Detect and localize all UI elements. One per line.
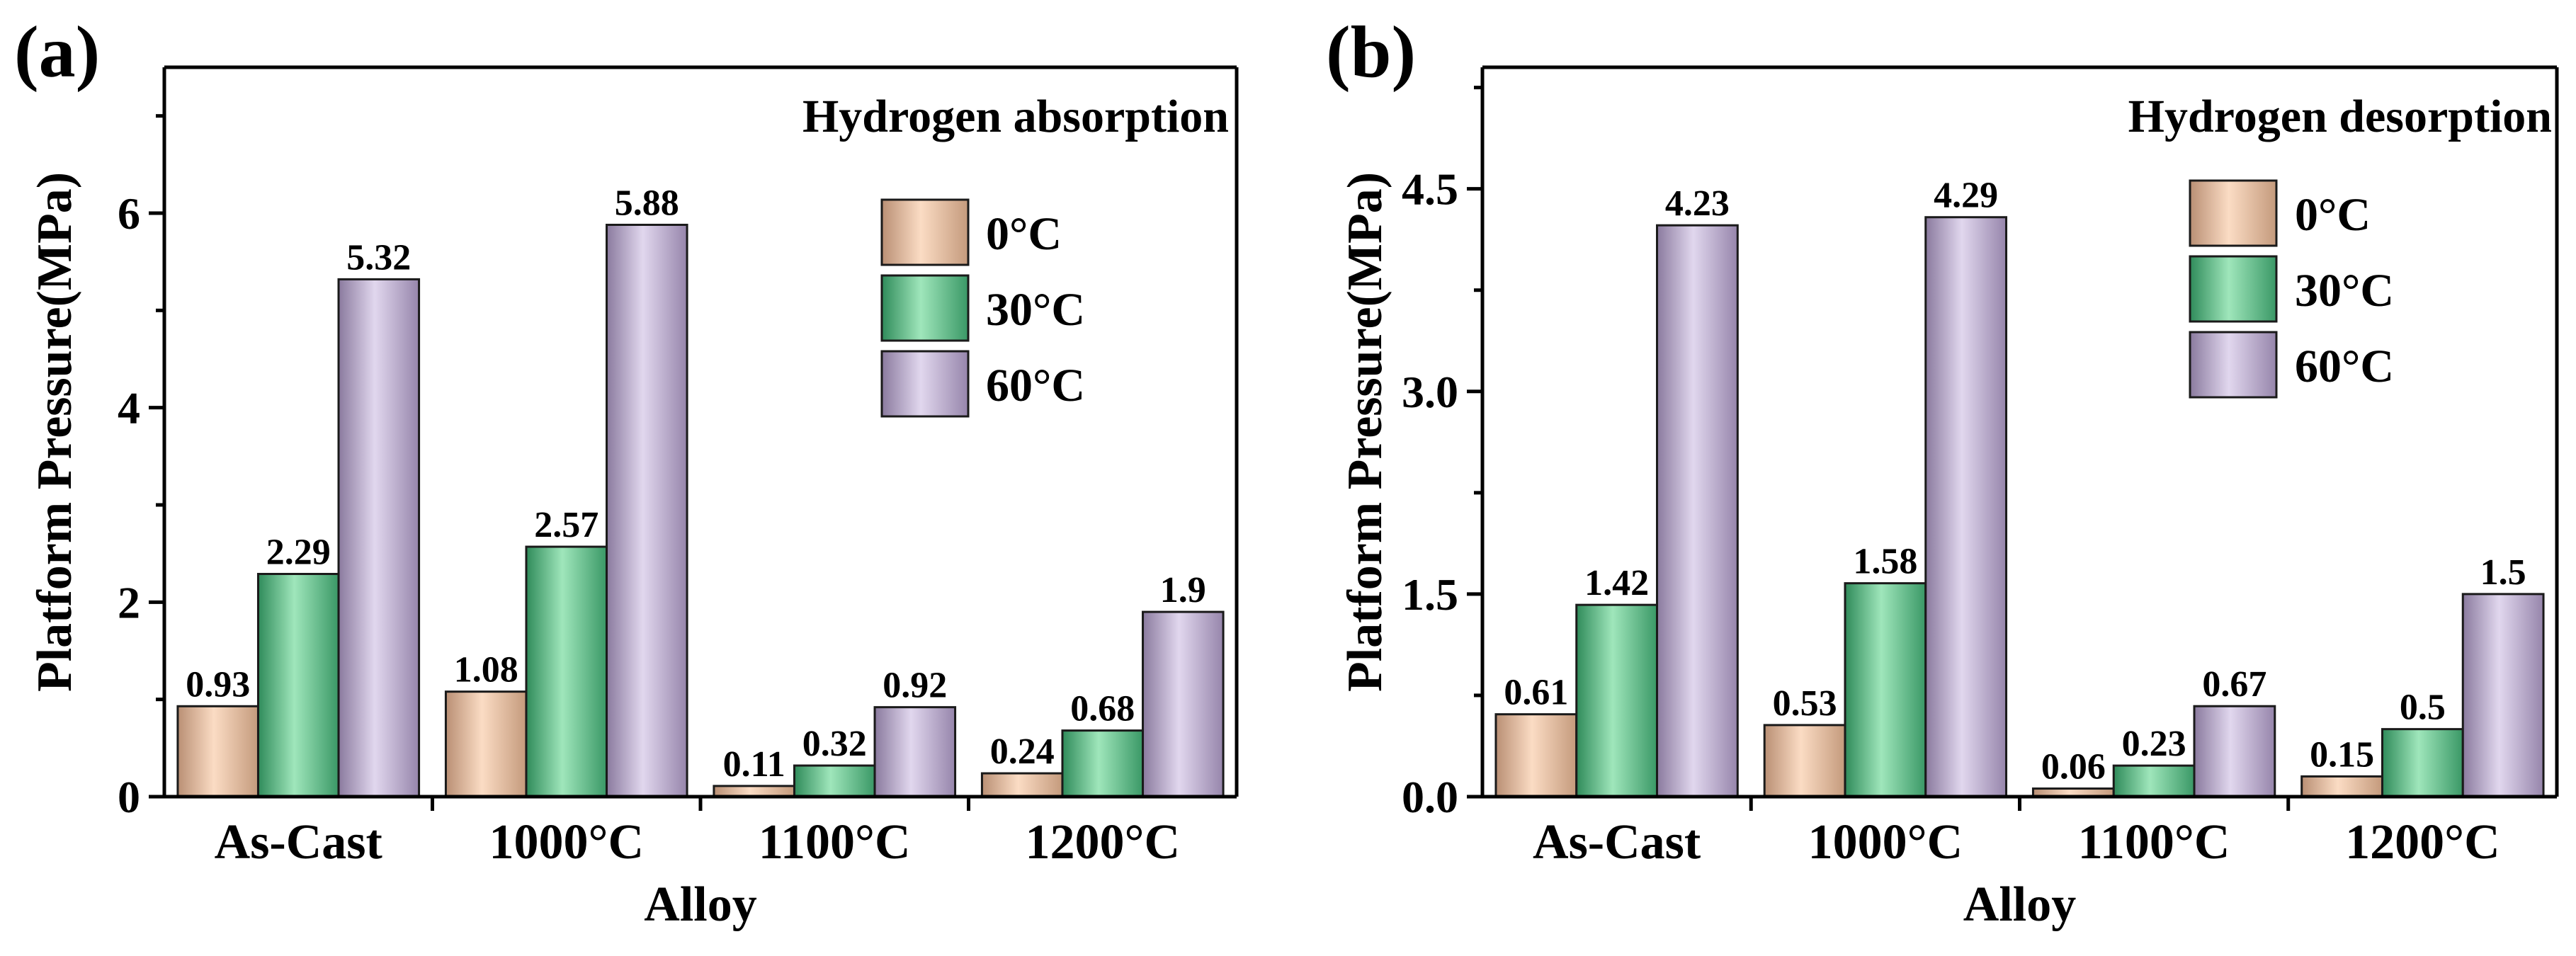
bar-30c-4: [1061, 729, 1145, 798]
data-label: 0.61: [1504, 673, 1568, 713]
x-tick-label: As-Cast: [215, 815, 382, 870]
bar-30c-4: [2381, 728, 2464, 798]
chart-title: Hydrogen absorption: [802, 91, 1229, 142]
legend: 0°C 30°C 60°C: [2189, 179, 2394, 399]
y-tick-label: 2: [118, 577, 140, 627]
x-tick-label: 1100°C: [759, 815, 911, 870]
data-label: 1.08: [454, 650, 518, 690]
panel-label: (a): [14, 11, 100, 93]
legend: 0°C 30°C 60°C: [880, 198, 1085, 418]
data-label: 0.53: [1773, 683, 1837, 724]
bar-0c-4: [2300, 775, 2383, 798]
y-tick-label: 1.5: [1402, 569, 1458, 620]
bar-0c-1: [1494, 713, 1578, 798]
data-label: 1.5: [2480, 552, 2526, 593]
data-label: 4.29: [1934, 176, 1998, 216]
legend-swatch-60c: [880, 350, 970, 418]
legend-swatch-0c: [2189, 179, 2278, 247]
panel-a: (a) Hydrogen absorption Platform Pressure(…: [14, 11, 1239, 932]
x-axis-label: Alloy: [644, 877, 756, 932]
legend-label: 0°C: [986, 208, 1062, 260]
legend-swatch-30c: [880, 274, 970, 342]
data-labels: 0.61 1.42 4.23 0.53 1.58 4.29 0.06 0.23 0.67 0.15…: [1504, 176, 2526, 787]
y-tick-label: 4: [118, 383, 140, 433]
data-label: 0.06: [2041, 747, 2106, 787]
data-label: 0.93: [186, 664, 250, 705]
x-tick-label: 1200°C: [1025, 815, 1180, 870]
legend-label: 30°C: [2295, 265, 2394, 317]
data-label: 0.32: [802, 724, 867, 764]
data-label: 0.24: [990, 732, 1055, 772]
x-axis-label: Alloy: [1963, 877, 2076, 932]
bar-60c-4: [2461, 593, 2545, 798]
panel-b: (b) Hydrogen desorption Platform Pressure(…: [1326, 11, 2559, 932]
bar-60c-4: [1142, 610, 1225, 798]
data-label: 0.11: [723, 744, 785, 785]
panel-label: (b): [1326, 11, 1416, 93]
x-tick-label: 1000°C: [489, 815, 644, 870]
y-tick-label: 0: [118, 772, 140, 822]
legend-swatch-0c: [880, 198, 970, 266]
data-label: 2.57: [534, 505, 598, 545]
x-tick-label: 1200°C: [2345, 815, 2500, 870]
legend-label: 0°C: [2295, 189, 2371, 241]
bars: [176, 223, 1225, 798]
data-label: 5.32: [346, 237, 411, 278]
data-label: 0.23: [2122, 724, 2186, 764]
x-tick-label: As-Cast: [1533, 815, 1701, 870]
bar-0c-1: [176, 705, 259, 798]
bar-60c-1: [337, 278, 421, 798]
data-label: 0.68: [1070, 689, 1135, 729]
data-label: 1.58: [1853, 542, 1917, 582]
bar-30c-2: [525, 545, 608, 798]
y-tick-label: 0.0: [1402, 772, 1458, 822]
legend-swatch-30c: [2189, 255, 2278, 323]
data-label: 1.9: [1160, 570, 1206, 610]
bar-0c-2: [1763, 724, 1846, 798]
data-label: 0.15: [2310, 734, 2374, 775]
legend-label: 60°C: [2295, 341, 2394, 392]
data-label: 0.92: [883, 666, 947, 706]
data-label: 0.5: [2400, 688, 2446, 728]
y-axis-label: Platform Pressure(MPa): [1338, 172, 1392, 692]
data-label: 4.23: [1665, 183, 1730, 224]
data-label: 5.88: [615, 183, 679, 223]
y-tick-label: 4.5: [1402, 164, 1458, 215]
bar-0c-4: [980, 772, 1064, 798]
bar-60c-3: [873, 706, 957, 798]
y-tick-label: 3.0: [1402, 367, 1458, 417]
data-label: 1.42: [1584, 563, 1649, 603]
bar-60c-2: [1924, 216, 2008, 798]
bar-60c-1: [1656, 224, 1739, 798]
bar-60c-3: [2193, 705, 2276, 798]
y-axis-label: Platform Pressure(MPa): [28, 172, 82, 692]
x-tick-label: 1000°C: [1808, 815, 1963, 870]
x-tick-label: 1100°C: [2078, 815, 2230, 870]
legend-label: 60°C: [986, 360, 1085, 411]
bar-30c-1: [1575, 603, 1659, 798]
bar-30c-1: [256, 573, 340, 798]
y-tick-label: 6: [118, 188, 140, 239]
bar-30c-3: [793, 764, 876, 798]
bar-30c-2: [1844, 582, 1927, 798]
data-label: 2.29: [266, 533, 331, 573]
data-labels: 0.93 2.29 5.32 1.08 2.57 5.88 0.11 0.32 0.92 0.24…: [186, 183, 1206, 784]
data-label: 0.67: [2202, 664, 2266, 705]
bar-30c-3: [2112, 764, 2196, 798]
bar-60c-2: [606, 223, 688, 798]
legend-swatch-60c: [2189, 331, 2278, 399]
chart-title: Hydrogen desorption: [2128, 91, 2552, 142]
legend-label: 30°C: [986, 284, 1085, 336]
bar-0c-2: [444, 690, 528, 798]
